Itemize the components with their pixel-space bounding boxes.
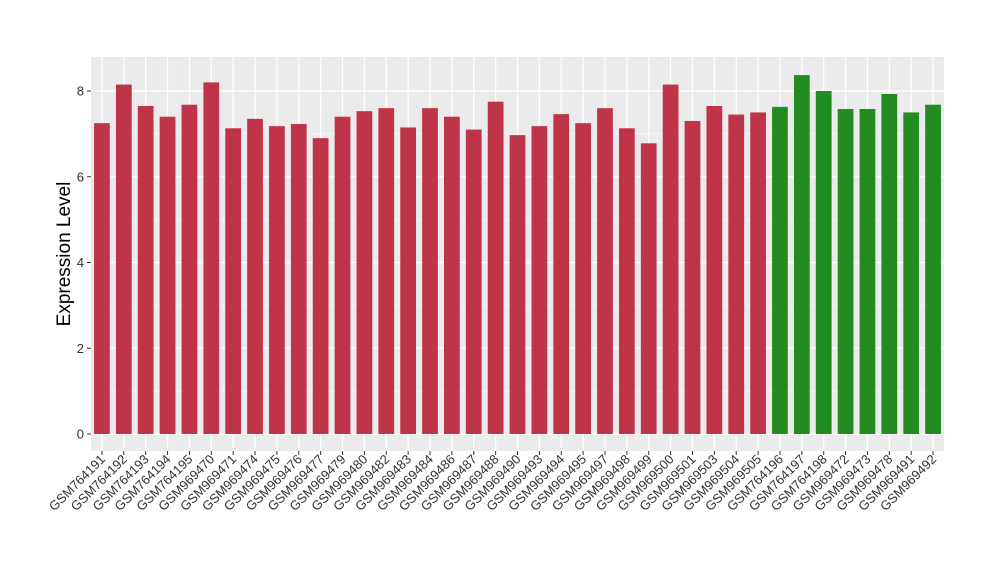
bar-GSM969504 (728, 114, 745, 435)
bar-GSM764193 (137, 106, 154, 434)
y-tick-label: 2 (77, 341, 84, 356)
bar-GSM969494 (553, 114, 570, 434)
bar-GSM764197 (793, 75, 810, 434)
y-tick-label: 8 (77, 84, 84, 99)
bar-GSM969476 (290, 124, 307, 435)
bar-GSM969488 (487, 101, 504, 434)
bar-GSM969483 (400, 127, 417, 434)
y-tick-label: 6 (77, 169, 84, 184)
y-tick-label: 4 (77, 255, 84, 270)
y-tick-label: 0 (77, 427, 84, 442)
bar-GSM969491 (903, 112, 920, 434)
y-axis: 0 2 4 6 8 (77, 84, 91, 442)
bar-GSM969475 (269, 126, 285, 434)
bar-GSM969497 (597, 108, 613, 435)
bar-GSM969500 (662, 84, 679, 434)
bar-GSM969487 (465, 129, 482, 434)
bar-GSM764194 (159, 116, 176, 434)
y-axis-label: Expression Level (54, 182, 75, 327)
bar-GSM969479 (334, 116, 351, 434)
bar-GSM969471 (225, 128, 242, 434)
bar-GSM969492 (925, 104, 941, 434)
bar-GSM969473 (859, 109, 876, 434)
bar-GSM969498 (618, 128, 635, 434)
bar-GSM969480 (356, 111, 373, 435)
bar-GSM969474 (247, 118, 263, 435)
bar-GSM969486 (444, 116, 460, 434)
bar-GSM969484 (422, 108, 438, 435)
bar-GSM969505 (750, 112, 766, 434)
bar-GSM969490 (509, 135, 526, 434)
bar-GSM764196 (772, 106, 788, 435)
bar-GSM969478 (881, 94, 898, 434)
bar-GSM969477 (312, 138, 329, 434)
bar-GSM969472 (837, 109, 854, 434)
bar-GSM764192 (115, 84, 132, 434)
bar-GSM969503 (706, 106, 723, 434)
bar-GSM969501 (684, 121, 701, 434)
bar-GSM969495 (575, 123, 591, 434)
x-axis: GSM764191GSM764192GSM764193GSM764194GSM7… (46, 451, 939, 514)
bar-GSM969493 (531, 126, 548, 434)
bar-GSM969499 (640, 143, 657, 434)
bar-GSM969470 (203, 82, 220, 435)
bar-GSM969482 (378, 108, 395, 435)
bar-GSM764191 (94, 123, 110, 434)
bars (94, 75, 941, 435)
bar-GSM764195 (181, 104, 198, 434)
bar-GSM764198 (815, 91, 832, 434)
